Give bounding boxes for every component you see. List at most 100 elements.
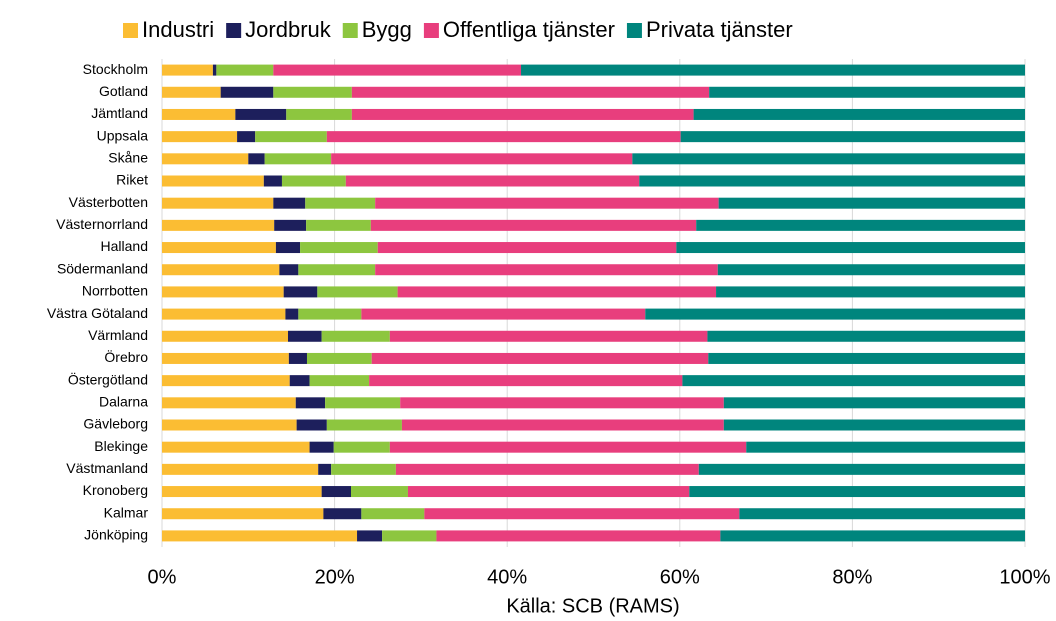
bar-segment [717, 264, 1025, 276]
bar-segment [407, 486, 690, 498]
bar-segment [333, 441, 390, 453]
legend-swatch [423, 23, 439, 38]
bar-segment [162, 352, 289, 364]
y-tick-label: Riket [116, 172, 148, 188]
bar-segment [696, 219, 1025, 231]
bar-segment [371, 352, 709, 364]
bar-segment [162, 131, 238, 143]
y-tick-label: Västmanland [66, 460, 148, 476]
x-axis-label: Källa: SCB (RAMS) [506, 595, 679, 617]
bar-segment [375, 197, 719, 209]
bar-segment [436, 530, 721, 542]
bar-segment [288, 352, 307, 364]
bar-segment [273, 197, 306, 209]
y-tick-label: Jämtland [91, 105, 148, 121]
bar-segment [162, 175, 264, 187]
bar-segment [708, 352, 1025, 364]
bar-segment [289, 375, 310, 387]
bar-segment [162, 463, 319, 475]
bar-segment [739, 508, 1025, 520]
bar-segment [331, 153, 633, 165]
bar-segment [306, 352, 372, 364]
legend-label: Industri [142, 17, 214, 42]
bar-segment [220, 86, 274, 98]
bar-segment [351, 86, 710, 98]
bar-segment [162, 64, 213, 76]
y-tick-label: Västra Götaland [47, 305, 148, 321]
x-tick-label: 0% [148, 566, 177, 588]
bar-segment [300, 242, 378, 254]
bar-segment [162, 242, 276, 254]
bar-segment [521, 64, 1025, 76]
bar-segment [698, 463, 1025, 475]
bar-segment [357, 530, 383, 542]
bar-segment [281, 175, 346, 187]
bar-segment [255, 131, 327, 143]
bar-segment [326, 419, 402, 431]
bar-segment [306, 219, 371, 231]
bar-segment [162, 330, 288, 342]
bar-segment [263, 175, 282, 187]
bar-segment [295, 397, 326, 409]
y-tick-label: Kronoberg [83, 482, 148, 498]
bar-segment [375, 264, 718, 276]
bar-segment [248, 153, 265, 165]
bar-segment [639, 175, 1025, 187]
y-tick-label: Västerbotten [69, 194, 148, 210]
y-tick-label: Jönköping [84, 527, 148, 543]
bar-segment [369, 375, 683, 387]
bar-segment [377, 242, 677, 254]
bar-segment [298, 308, 362, 320]
bar-segment [317, 286, 398, 298]
bar-segment [162, 419, 297, 431]
bar-segment [350, 486, 408, 498]
bar-segment [680, 131, 1025, 143]
bar-segment [274, 219, 307, 231]
legend-label: Privata tjänster [646, 17, 793, 42]
legend-swatch [226, 23, 242, 38]
bar-segment [235, 108, 287, 120]
x-tick-label: 20% [315, 566, 355, 588]
legend-label: Jordbruk [245, 17, 332, 42]
bar-segment [746, 441, 1025, 453]
bar-segment [309, 375, 370, 387]
x-tick-label: 80% [832, 566, 872, 588]
y-tick-label: Gävleborg [83, 416, 148, 432]
legend-swatch [123, 23, 138, 38]
bar-segment [321, 486, 351, 498]
bar-segment [424, 508, 740, 520]
bar-segment [351, 108, 694, 120]
bar-segment [326, 131, 681, 143]
bar-segment [389, 441, 747, 453]
bar-segment [689, 486, 1025, 498]
y-tick-label: Halland [101, 238, 148, 254]
bar-segment [162, 108, 236, 120]
y-tick-label: Stockholm [83, 61, 148, 77]
bar-segment [162, 286, 284, 298]
y-tick-label: Gotland [99, 83, 148, 99]
bar-segment [682, 375, 1025, 387]
bar-segment [361, 308, 646, 320]
bar-segment [401, 419, 724, 431]
bar-segment [632, 153, 1025, 165]
bar-segment [318, 463, 332, 475]
x-tick-label: 100% [999, 566, 1050, 588]
bar-segment [162, 486, 322, 498]
bar-segment [676, 242, 1025, 254]
bar-segment [162, 86, 221, 98]
bar-segment [305, 197, 376, 209]
bar-segment [237, 131, 256, 143]
bar-segment [273, 64, 522, 76]
bar-segment [162, 153, 249, 165]
bar-segment [162, 441, 310, 453]
bar-segment [273, 86, 352, 98]
bar-segment [309, 441, 334, 453]
x-tick-label: 60% [660, 566, 700, 588]
bar-segment [162, 508, 324, 520]
x-tick-label: 40% [487, 566, 527, 588]
y-tick-label: Kalmar [104, 504, 149, 520]
y-tick-label: Skåne [108, 150, 148, 166]
y-tick-label: Södermanland [57, 260, 148, 276]
bar-segment [162, 264, 280, 276]
